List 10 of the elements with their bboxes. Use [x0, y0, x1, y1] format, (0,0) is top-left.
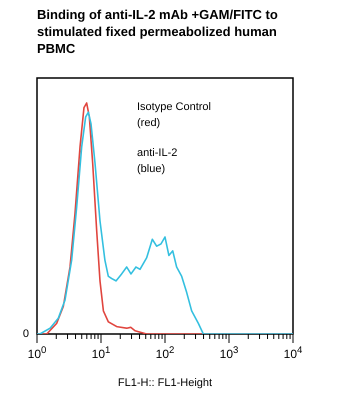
annotation: Isotype Control (red) [137, 101, 211, 129]
x-tick-label: 10$^{1}$ [92, 344, 110, 361]
x-axis-title: FL1-H:: FL1-Height [118, 377, 212, 389]
x-tick-label: 10$^{0}$ [28, 344, 46, 361]
annotation: anti-IL-2 (blue) [137, 147, 178, 175]
x-tick-label: 10$^{2}$ [156, 344, 174, 361]
x-tick-label: 10$^{4}$ [284, 344, 304, 361]
text: 0 [22, 328, 29, 340]
chart-title: Binding of anti-IL-2 mAb +GAM/FITC to stimulated fixed permeabolized human PBMC [37, 7, 278, 56]
x-tick-label: 10$^{3}$ [220, 344, 238, 361]
